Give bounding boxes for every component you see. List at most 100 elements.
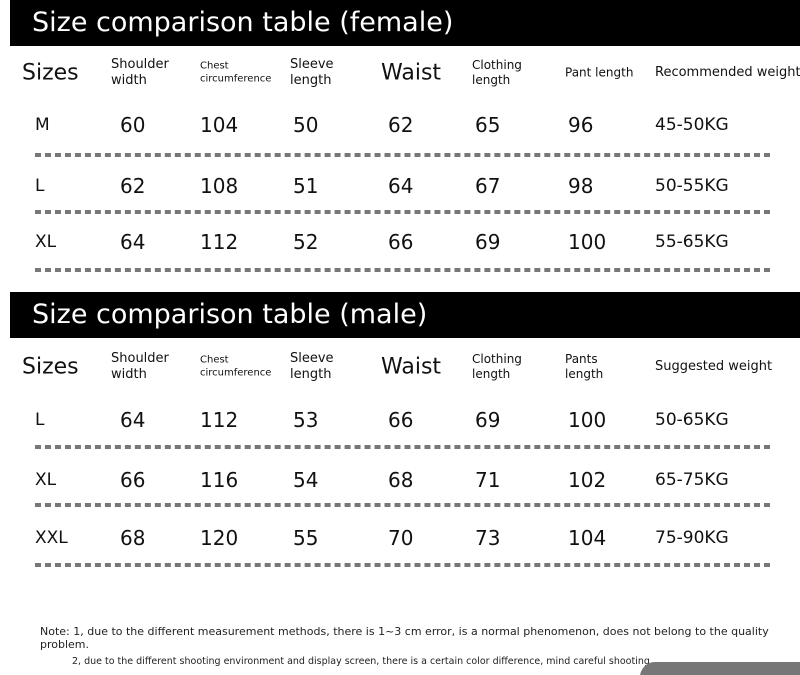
header-line: width xyxy=(111,367,147,382)
header-line: Recommended weight xyxy=(655,64,800,80)
value-cell: 65-75KG xyxy=(655,470,729,490)
value-cell: 100 xyxy=(568,408,607,432)
value-cell: 55 xyxy=(293,526,319,550)
header-line: Sleeve xyxy=(290,350,334,366)
header-line: Waist xyxy=(381,60,442,86)
column-header: Suggested weight xyxy=(655,359,772,375)
decoration xyxy=(640,662,800,675)
value-cell: 51 xyxy=(293,174,319,198)
value-cell: 102 xyxy=(568,468,607,492)
row-divider xyxy=(35,563,770,567)
value-cell: 68 xyxy=(120,526,146,550)
row-divider xyxy=(35,445,770,449)
header-line: length xyxy=(565,367,604,381)
header-line: Clothing xyxy=(472,352,522,366)
value-cell: 50-65KG xyxy=(655,410,729,430)
header-line: Clothing xyxy=(472,58,522,72)
header-line: Shoulder xyxy=(111,350,169,366)
header-line: Suggested weight xyxy=(655,358,773,374)
column-header: Shoulder width xyxy=(111,57,169,90)
value-cell: 112 xyxy=(200,230,239,254)
value-cell: 64 xyxy=(120,408,146,432)
value-cell: 66 xyxy=(388,230,414,254)
column-header: Recommended weight xyxy=(655,65,800,81)
value-cell: 53 xyxy=(293,408,319,432)
column-header: Sleeve length xyxy=(290,351,334,384)
column-header: Shoulder width xyxy=(111,351,169,384)
value-cell: 66 xyxy=(120,468,146,492)
value-cell: 69 xyxy=(475,408,501,432)
value-cell: 73 xyxy=(475,526,501,550)
value-cell: 104 xyxy=(200,113,239,137)
value-cell: 64 xyxy=(388,174,414,198)
value-cell: 112 xyxy=(200,408,239,432)
header-line: Chest xyxy=(200,354,229,366)
header-line: length xyxy=(290,367,332,382)
table-title: Size comparison table (female) xyxy=(32,7,454,38)
column-header: Pants length xyxy=(565,352,603,382)
value-cell: 62 xyxy=(388,113,414,137)
header-line: Pant length xyxy=(565,65,634,80)
note: 2, due to the different shooting environ… xyxy=(72,656,653,667)
row-divider xyxy=(35,210,770,214)
header-line: circumference xyxy=(200,367,272,378)
value-cell: 64 xyxy=(120,230,146,254)
value-cell: 50 xyxy=(293,113,319,137)
row-divider xyxy=(35,153,770,157)
column-header: Clothing length xyxy=(472,58,522,88)
value-cell: 104 xyxy=(568,526,607,550)
header-line: Sizes xyxy=(22,354,79,380)
column-header: Pant length xyxy=(565,66,633,81)
column-header: Chest circumference xyxy=(200,61,271,86)
value-cell: 120 xyxy=(200,526,239,550)
value-cell: 54 xyxy=(293,468,319,492)
value-cell: 50-55KG xyxy=(655,176,729,196)
header-line: Pants xyxy=(565,352,598,366)
value-cell: 69 xyxy=(475,230,501,254)
size-cell: XXL xyxy=(35,528,68,548)
size-cell: M xyxy=(35,115,50,135)
row-divider xyxy=(35,268,770,272)
value-cell: 52 xyxy=(293,230,319,254)
size-cell: L xyxy=(35,176,45,196)
header-line: Sleeve xyxy=(290,56,334,72)
value-cell: 66 xyxy=(388,408,414,432)
value-cell: 62 xyxy=(120,174,146,198)
column-header: Waist xyxy=(381,59,441,87)
header-line: Shoulder xyxy=(111,56,169,72)
header-line: length xyxy=(290,73,332,88)
row-divider xyxy=(35,503,770,507)
table-title: Size comparison table (male) xyxy=(32,299,428,330)
column-header: Sleeve length xyxy=(290,57,334,90)
column-header: Sizes xyxy=(22,353,79,381)
value-cell: 45-50KG xyxy=(655,115,729,135)
header-line: width xyxy=(111,73,147,88)
header-line: Waist xyxy=(381,354,442,380)
note: Note: 1, due to the different measuremen… xyxy=(40,625,769,651)
header-line: length xyxy=(472,73,511,87)
header-line: Chest xyxy=(200,60,229,72)
column-header: Sizes xyxy=(22,59,79,87)
value-cell: 55-65KG xyxy=(655,232,729,252)
value-cell: 98 xyxy=(568,174,594,198)
column-header: Clothing length xyxy=(472,352,522,382)
value-cell: 68 xyxy=(388,468,414,492)
value-cell: 67 xyxy=(475,174,501,198)
value-cell: 108 xyxy=(200,174,239,198)
header-line: length xyxy=(472,367,511,381)
value-cell: 100 xyxy=(568,230,607,254)
value-cell: 116 xyxy=(200,468,239,492)
column-header: Chest circumference xyxy=(200,355,271,380)
title-bar: Size comparison table (female) xyxy=(10,0,800,46)
title-bar: Size comparison table (male) xyxy=(10,292,800,338)
value-cell: 71 xyxy=(475,468,501,492)
header-line: circumference xyxy=(200,73,272,84)
value-cell: 75-90KG xyxy=(655,528,729,548)
value-cell: 70 xyxy=(388,526,414,550)
column-header: Waist xyxy=(381,353,441,381)
header-line: Sizes xyxy=(22,60,79,86)
size-cell: XL xyxy=(35,232,57,252)
value-cell: 96 xyxy=(568,113,594,137)
size-cell: XL xyxy=(35,470,57,490)
